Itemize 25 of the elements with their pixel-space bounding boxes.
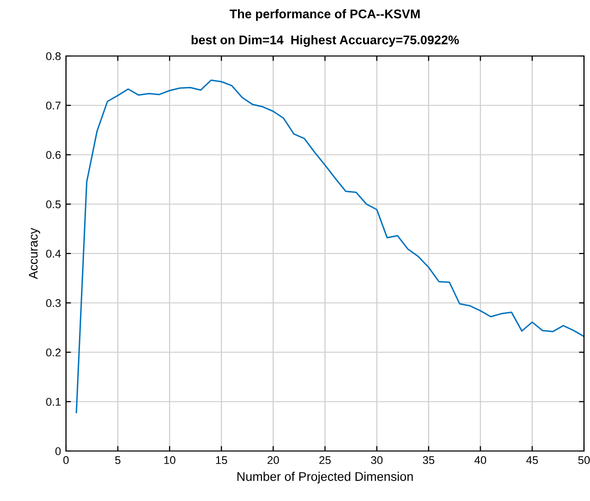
y-tick-label: 0.6: [46, 151, 61, 159]
x-tick-label: 45: [526, 456, 538, 464]
x-axis-title: Number of Projected Dimension: [237, 472, 413, 484]
x-tick-label: 50: [578, 456, 590, 464]
x-tick-label: 30: [371, 456, 383, 464]
y-tick-label: 0: [55, 447, 61, 456]
x-tick-label: 10: [164, 456, 176, 464]
chart-title: The performance of PCA--KSVM: [230, 9, 420, 21]
y-tick-label: 0.4: [46, 250, 61, 258]
y-tick-label: 0.2: [46, 348, 61, 356]
x-tick-label: 20: [268, 456, 279, 464]
y-tick-label: 0.7: [46, 102, 61, 110]
x-tick-label: 15: [216, 456, 228, 464]
y-tick-label: 0.5: [46, 200, 61, 208]
chart-subtitle: best on Dim=14 Highest Accuarcy=75.0922%: [192, 35, 459, 47]
x-tick-label: 40: [474, 456, 486, 464]
x-tick-label: 5: [115, 456, 120, 464]
x-tick-label: 0: [63, 456, 69, 464]
y-tick-label: 0.3: [46, 299, 61, 308]
y-tick-label: 0.8: [46, 52, 61, 60]
y-tick-label: 0.1: [46, 398, 61, 406]
x-tick-label: 25: [319, 456, 331, 464]
y-axis-title: Accuracy: [28, 228, 40, 280]
line-series: [76, 80, 584, 414]
x-tick-label: 35: [422, 456, 434, 464]
